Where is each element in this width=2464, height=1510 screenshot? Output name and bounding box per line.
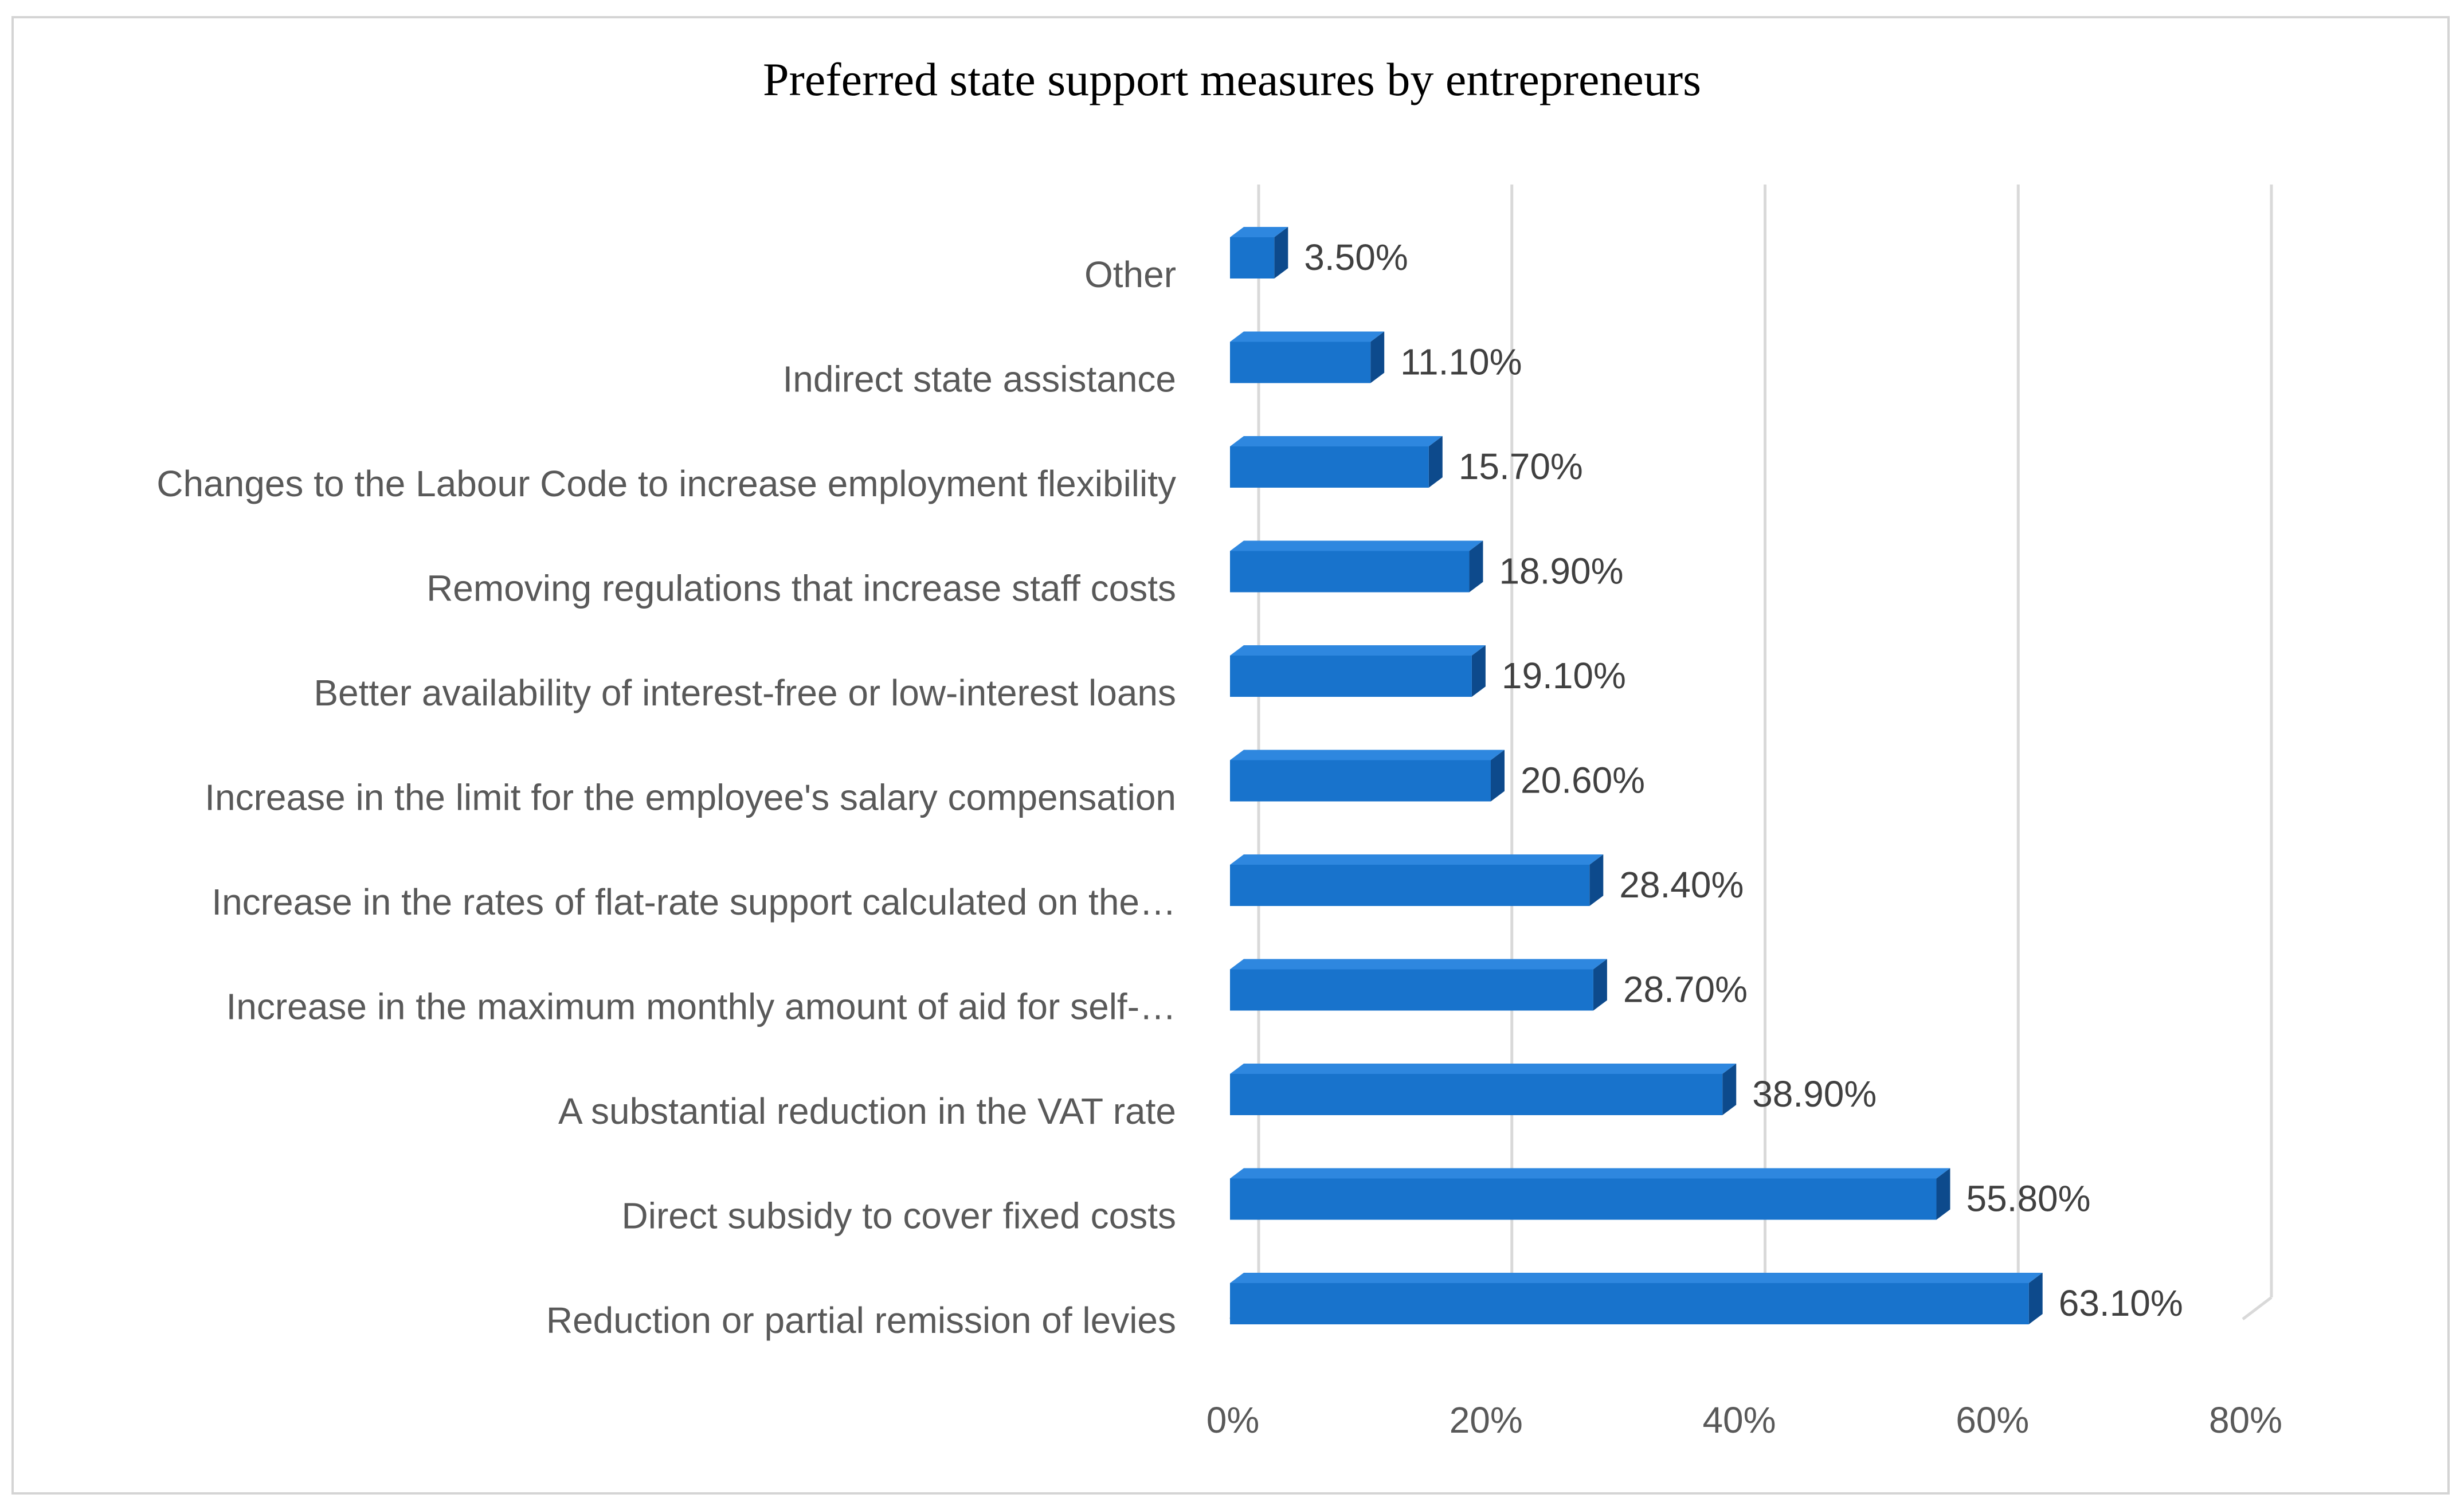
bar-front-face xyxy=(1230,1283,2029,1324)
category-label: Increase in the limit for the employee's… xyxy=(205,776,1176,818)
bar-front-face xyxy=(1230,551,1470,593)
bar-front-face xyxy=(1230,1074,1723,1115)
bar xyxy=(1230,1064,1737,1115)
bar-side-face xyxy=(1469,540,1483,593)
bar-side-face xyxy=(1936,1168,1950,1220)
category-label: Other xyxy=(1084,254,1176,295)
data-label: 18.90% xyxy=(1499,550,1623,591)
bar-side-face xyxy=(1428,436,1443,488)
bar-top-face xyxy=(1230,645,1486,656)
bar xyxy=(1230,854,1604,906)
x-tick-label: 20% xyxy=(1450,1399,1523,1441)
bar-side-face xyxy=(1370,331,1385,383)
bar-front-face xyxy=(1230,237,1275,279)
bar-side-face xyxy=(1589,854,1604,906)
category-label: Increase in the rates of flat-rate suppo… xyxy=(211,881,1176,923)
bars xyxy=(1230,227,2043,1324)
bar-top-face xyxy=(1230,1273,2043,1283)
data-label: 28.70% xyxy=(1623,968,1748,1010)
bar xyxy=(1230,1273,2043,1324)
bar-side-face xyxy=(1274,227,1288,279)
bar xyxy=(1230,331,1385,383)
data-label: 38.90% xyxy=(1752,1073,1877,1115)
bar-front-face xyxy=(1230,656,1472,697)
bar-top-face xyxy=(1230,750,1505,760)
data-label: 15.70% xyxy=(1459,446,1583,487)
bar-side-face xyxy=(2028,1273,2043,1324)
bar-front-face xyxy=(1230,865,1590,906)
bar-front-face xyxy=(1230,760,1491,802)
category-label: A substantial reduction in the VAT rate xyxy=(558,1091,1176,1132)
bar-top-face xyxy=(1230,227,1288,237)
bar-top-face xyxy=(1230,959,1607,970)
category-label: Removing regulations that increase staff… xyxy=(426,567,1176,609)
category-label: Better availability of interest-free or … xyxy=(314,672,1176,713)
bar xyxy=(1230,227,1288,279)
bar xyxy=(1230,959,1607,1011)
bar-top-face xyxy=(1230,1064,1737,1074)
bar xyxy=(1230,436,1443,488)
data-label: 55.80% xyxy=(1966,1178,2090,1219)
bar-front-face xyxy=(1230,342,1371,383)
bar-front-face xyxy=(1230,1178,1937,1220)
category-label: Reduction or partial remission of levies xyxy=(546,1300,1176,1341)
bar-top-face xyxy=(1230,1168,1950,1179)
category-label: Increase in the maximum monthly amount o… xyxy=(226,986,1176,1027)
category-label: Direct subsidy to cover fixed costs xyxy=(622,1195,1176,1236)
bar-front-face xyxy=(1230,969,1593,1011)
data-label: 20.60% xyxy=(1521,759,1645,801)
category-label: Changes to the Labour Code to increase e… xyxy=(156,463,1176,504)
bar-top-face xyxy=(1230,331,1385,342)
x-axis-ticks: 0% 20% 40% 60% 80% xyxy=(1206,1399,2282,1441)
bar xyxy=(1230,1168,1950,1220)
data-label: 3.50% xyxy=(1304,237,1408,278)
labels: 3.50% Other 11.10% Indirect state assistanc… xyxy=(156,237,2183,1341)
chart-title: Preferred state support measures by entr… xyxy=(762,53,1702,105)
x-tick-label: 40% xyxy=(1702,1399,1776,1441)
x-tick-label: 0% xyxy=(1206,1399,1260,1441)
bar xyxy=(1230,540,1483,593)
bar-top-face xyxy=(1230,436,1443,446)
bar-top-face xyxy=(1230,854,1604,865)
data-label: 19.10% xyxy=(1502,655,1626,696)
bar-front-face xyxy=(1230,446,1429,488)
bar xyxy=(1230,750,1505,802)
data-label: 11.10% xyxy=(1400,341,1522,382)
bar-side-face xyxy=(1593,959,1607,1011)
bar-side-face xyxy=(1491,750,1505,802)
category-label: Indirect state assistance xyxy=(782,358,1176,399)
bar xyxy=(1230,645,1486,697)
bar-side-face xyxy=(1471,645,1486,697)
data-label: 28.40% xyxy=(1619,864,1744,905)
x-tick-label: 60% xyxy=(1956,1399,2029,1441)
bar-side-face xyxy=(1722,1064,1737,1115)
gridline-floor xyxy=(2242,1296,2273,1320)
bar-top-face xyxy=(1230,540,1483,551)
data-label: 63.10% xyxy=(2059,1282,2183,1324)
x-tick-label: 80% xyxy=(2209,1399,2282,1441)
